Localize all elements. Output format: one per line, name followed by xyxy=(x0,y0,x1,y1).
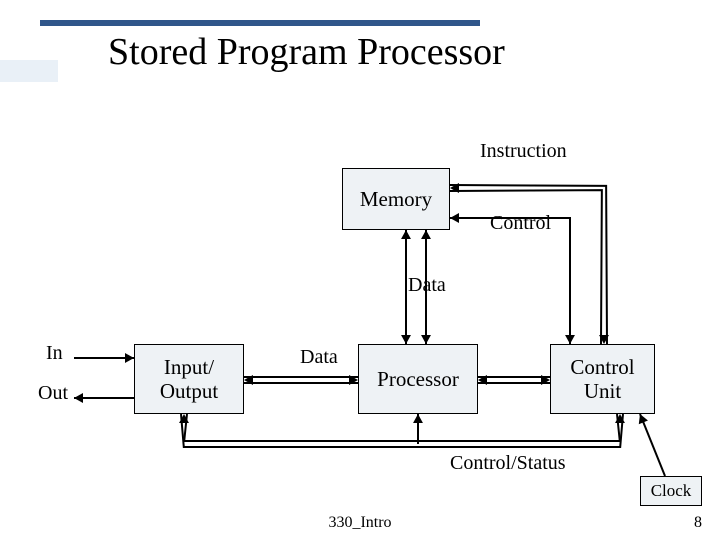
edge-io-processor-data xyxy=(244,375,358,385)
label-in: In xyxy=(46,342,63,365)
edge-processor-control-bus xyxy=(478,375,550,385)
node-io: Input/Output xyxy=(134,344,244,414)
node-clock: Clock xyxy=(640,476,702,506)
footer-source: 330_Intro xyxy=(0,514,720,532)
edge-clock-to-control xyxy=(639,414,665,476)
edge-in-arrow xyxy=(74,353,134,363)
label-control: Control xyxy=(490,212,551,235)
edge-control-status-to-processor xyxy=(413,414,423,444)
label-control_status: Control/Status xyxy=(450,452,566,475)
node-control_unit: ControlUnit xyxy=(550,344,655,414)
page-title: Stored Program Processor xyxy=(108,30,505,74)
label-instruction: Instruction xyxy=(480,140,567,163)
label-out: Out xyxy=(38,382,68,405)
node-processor: Processor xyxy=(358,344,478,414)
label-data_horiz: Data xyxy=(300,346,338,369)
edge-out-arrow xyxy=(74,393,134,403)
page-number: 8 xyxy=(694,514,702,532)
header-bar xyxy=(40,20,480,26)
node-memory: Memory xyxy=(342,168,450,230)
edges-layer xyxy=(0,0,720,540)
label-data_vert: Data xyxy=(408,274,446,297)
edge-memory-to-control-instruction xyxy=(450,183,609,344)
edge-control-status-io-proc xyxy=(179,414,625,447)
header-accent xyxy=(0,60,58,82)
